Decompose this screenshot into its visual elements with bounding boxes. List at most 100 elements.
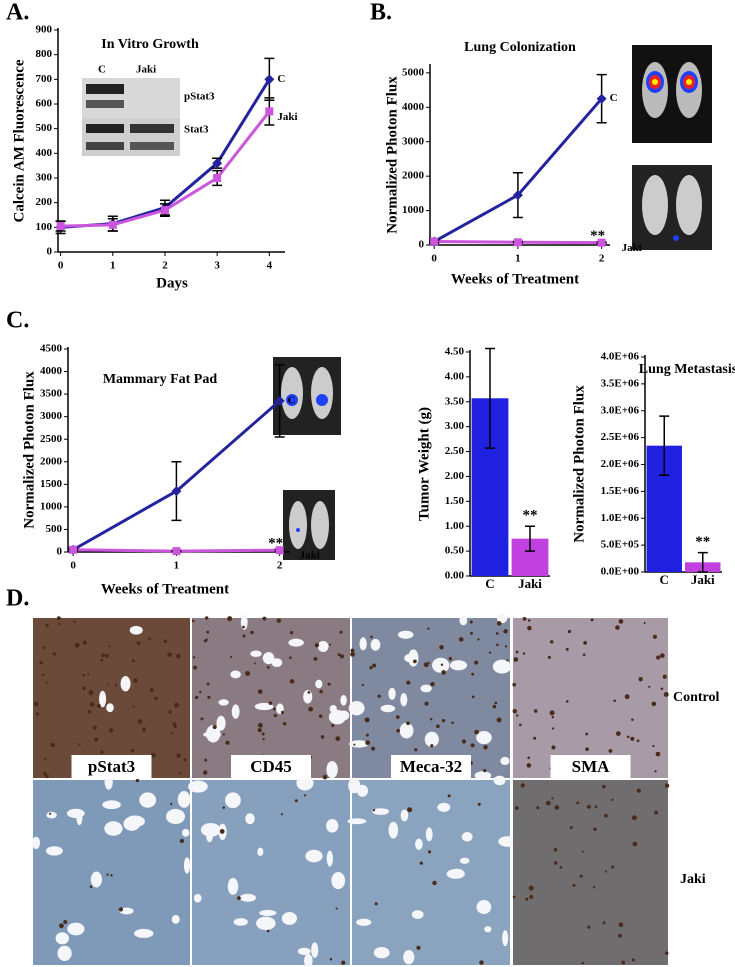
fat-cell [303,689,313,704]
fat-cell [296,775,314,791]
stain-dot [429,717,433,721]
marker [512,190,523,201]
stain-dot [515,650,519,654]
stain-dot [469,620,473,624]
micrograph [512,780,670,965]
stain-dot [626,735,630,739]
stain-dot [377,694,381,698]
stain-dot [565,700,569,703]
stain-dot [652,634,657,639]
blot-band [86,142,124,150]
stain-dot [506,659,509,662]
stain-dot [581,850,584,853]
x-tick-label: 2 [162,260,168,272]
stain-dot [261,732,265,736]
stain-dot [131,659,135,663]
stain-dot [154,696,158,701]
micrograph [348,613,512,781]
fat-cell [225,792,241,809]
y-tick-label: 4.50 [445,346,465,358]
stain-dot [587,925,591,929]
stain-dot [428,850,432,854]
stain-dot [492,704,497,709]
stain-label: Meca-32 [400,757,462,776]
stain-dot [549,710,555,716]
stain-dot [174,702,180,708]
y-tick-label: 1000 [40,500,63,512]
fat-cell [347,818,367,825]
stain-dot [583,640,588,645]
stain-dot [516,714,519,717]
stain-dot [273,707,276,711]
fat-cell [304,953,313,967]
stain-dot [545,800,551,806]
stain-dot [526,763,532,768]
stain-dot [496,717,502,723]
micrograph [191,614,350,780]
y-tick-label: 5000 [402,66,425,78]
stain-dot [176,753,181,758]
y-tick-label: 2500 [40,433,63,445]
stain-label-box [231,755,311,779]
stain-dot [101,653,105,658]
fat-cell [129,625,143,635]
stain-dot [87,672,90,676]
y-axis-label: Normalized Photon Flux [384,76,400,234]
stain-dot [586,804,591,809]
micrograph [347,775,518,965]
marker [265,107,274,116]
stain-dot [257,689,263,694]
micrograph [33,616,190,779]
stain-dot [407,807,413,813]
stain-dot [137,719,143,724]
stain-dot [329,643,332,646]
stain-dot [78,743,81,746]
stain-dot [318,714,323,719]
mouse-image [273,357,341,435]
stain-dot [131,749,135,753]
stain-dot [43,771,47,776]
stain-dot [664,951,669,955]
stain-dot [74,642,80,648]
chart-title: In Vitro Growth [101,37,199,52]
stain-dot [424,701,429,706]
stain-dot [219,829,225,834]
micrograph [512,616,669,778]
stain-dot [136,641,141,646]
panel-label: D. [6,586,29,612]
stain-dot [353,743,356,746]
fat-cell [459,857,470,864]
stain-dot [513,657,519,662]
fat-cell [397,630,414,639]
stain-dot [565,647,569,651]
stain-dot [148,637,152,641]
chart-title: Lung Colonization [464,40,576,55]
x-tick-label: C [660,572,669,587]
stain-dot [604,813,608,818]
stain-dot [477,638,480,641]
stain-dot [406,680,411,685]
marker [597,238,606,247]
x-tick-label: 1 [515,253,521,265]
x-tick-label: Jaki [691,572,715,587]
fat-cell [380,704,396,713]
stain-dot [225,740,230,745]
error-bar [659,415,670,476]
stain-dot [262,738,265,741]
stain-dot [533,709,538,713]
stain-dot [621,960,625,965]
fat-cell [373,946,390,959]
stain-dot [414,748,418,752]
fat-cell [476,730,492,745]
fat-cell [239,893,256,902]
fat-cell [356,784,369,797]
stain-dot [237,896,241,901]
stain-dot [594,805,598,809]
fat-cell [46,811,57,819]
x-tick-label: 4 [267,260,273,272]
series-label: Jaki [300,550,320,562]
stain-dot [474,729,479,735]
micrograph [188,775,350,967]
error-bar [525,525,535,552]
marker [213,174,222,182]
